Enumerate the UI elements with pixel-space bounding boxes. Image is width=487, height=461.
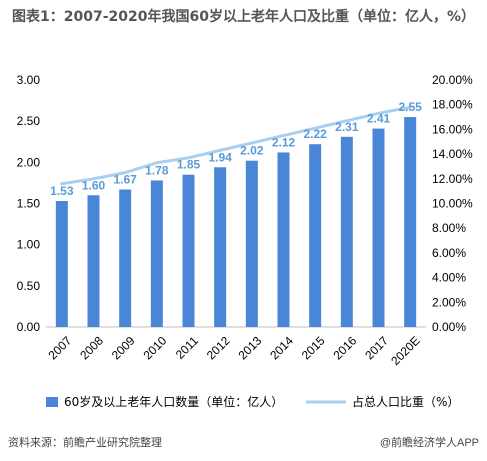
bar-value-label: 2.41: [367, 112, 391, 126]
y-right-tick-label: 16.00%: [432, 122, 473, 136]
x-tick-label: 2017: [362, 333, 391, 362]
line-point: [377, 111, 380, 115]
bar-value-label: 1.78: [145, 163, 169, 177]
bar-value-label: 1.60: [82, 178, 106, 192]
line-point: [218, 148, 222, 152]
x-tick-label: 2015: [299, 333, 328, 362]
line-point: [282, 134, 285, 138]
bar: [55, 201, 68, 327]
y-right-tick-label: 0.00%: [432, 320, 466, 334]
y-right-tick-label: 8.00%: [432, 221, 466, 235]
source-note: 资料来源：前瞻产业研究院整理: [8, 437, 162, 449]
brand-watermark: @前瞻经济学人APP: [379, 437, 479, 449]
bar-value-label: 2.31: [335, 120, 359, 134]
x-tick-label: 2012: [204, 333, 233, 362]
y-right-tick-label: 2.00%: [432, 295, 466, 309]
legend-swatch-bar: [46, 397, 58, 407]
y-left-tick-label: 0.50: [17, 279, 41, 293]
bar-value-label: 1.85: [177, 158, 201, 172]
x-tick-label: 2020E: [388, 334, 422, 368]
x-tick-label: 2011: [173, 333, 201, 361]
y-right-tick-label: 4.00%: [432, 271, 466, 285]
y-right-tick-label: 10.00%: [432, 197, 473, 211]
line-point: [155, 161, 159, 165]
x-tick-label: 2016: [331, 333, 360, 362]
chart-title: 图表1：2007-2020年我国60岁以上老年人口及比重（单位：亿人，%）: [12, 9, 475, 25]
y-left-tick-label: 0.00: [17, 320, 41, 334]
bar-value-label: 2.55: [398, 100, 422, 114]
bar-value-label: 1.94: [208, 150, 232, 164]
y-right-tick-label: 20.00%: [432, 73, 473, 87]
y-right-tick-label: 6.00%: [432, 246, 466, 260]
x-tick-label: 2010: [141, 333, 170, 362]
legend-label-bar: 60岁及以上老年人口数量（单位：亿人）: [64, 394, 283, 409]
line-point: [187, 156, 190, 160]
x-tick-label: 2014: [267, 333, 296, 362]
line-point: [313, 126, 317, 130]
bar: [150, 180, 163, 327]
y-left-tick-label: 1.00: [17, 238, 41, 252]
bar-value-label: 2.12: [272, 135, 296, 149]
x-tick-label: 2007: [46, 333, 75, 362]
line-point: [250, 141, 254, 145]
bar: [372, 128, 385, 327]
bar: [309, 144, 322, 327]
y-left-tick-label: 2.00: [17, 155, 41, 169]
line-point: [123, 171, 127, 175]
bar: [214, 167, 227, 327]
bar: [277, 152, 290, 327]
bar: [340, 136, 353, 327]
x-tick-label: 2013: [236, 333, 265, 362]
y-left-tick-label: 3.00: [17, 73, 41, 87]
line-point: [60, 182, 64, 186]
y-right-tick-label: 12.00%: [432, 172, 473, 186]
x-tick-label: 2008: [77, 333, 106, 362]
bar-value-label: 2.02: [240, 144, 264, 158]
line-point: [92, 177, 95, 181]
y-left-tick-label: 2.50: [17, 114, 41, 128]
line-point: [345, 119, 349, 123]
bar: [87, 195, 100, 327]
bar: [404, 117, 417, 327]
y-right-tick-label: 18.00%: [432, 98, 473, 112]
bar-value-label: 1.67: [113, 173, 137, 187]
bar: [119, 189, 132, 327]
legend: 60岁及以上老年人口数量（单位：亿人） 占总人口比重（%）: [46, 394, 459, 409]
bar-value-label: 1.53: [50, 184, 74, 198]
line-series: [60, 105, 412, 186]
data-labels: 1.53 1.60 1.67 1.78 1.85 1.94 2.02 2.12 2.22 2.31…: [50, 100, 422, 198]
bar: [245, 160, 258, 327]
line-point: [408, 105, 412, 109]
ratio-line: [60, 105, 412, 186]
bar: [182, 174, 195, 327]
x-tick-label: 2009: [109, 333, 138, 362]
y-right-tick-label: 14.00%: [432, 147, 473, 161]
y-left-tick-label: 1.50: [17, 197, 41, 211]
bars: [55, 117, 417, 327]
bar-value-label: 2.22: [303, 127, 327, 141]
legend-label-line: 占总人口比重（%）: [352, 394, 459, 409]
